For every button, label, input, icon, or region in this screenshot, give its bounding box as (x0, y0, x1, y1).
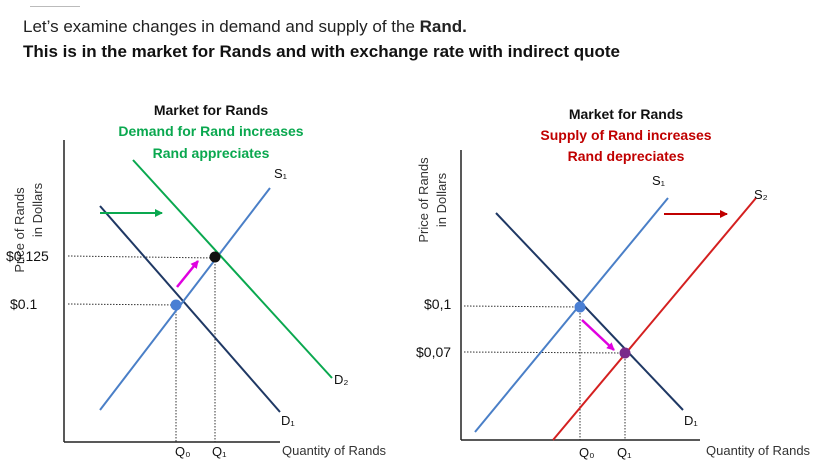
header-rule (30, 6, 80, 7)
intro-line-1-bold: Rand. (419, 17, 467, 36)
left-y-axis-label-2: in Dollars (30, 182, 45, 237)
left-price-low: $0.1 (10, 296, 37, 312)
right-guide-low (463, 351, 626, 354)
right-chart: Market for Rands Supply of Rand increase… (416, 106, 811, 460)
left-chart-subtitle-2: Rand appreciates (153, 145, 270, 161)
right-equilibrium-initial (574, 301, 586, 313)
left-price-high: $0,125 (6, 248, 49, 264)
right-price-high: $0,1 (424, 296, 451, 312)
left-supply-s1-line (99, 187, 271, 411)
right-x-axis-label: Quantity of Rands (706, 443, 811, 458)
left-guide-high (67, 255, 216, 259)
right-label-q1: Q₁ (617, 445, 632, 460)
right-label-q0: Q₀ (579, 445, 595, 460)
left-label-s1: S₁ (274, 166, 288, 181)
right-label-d1: D₁ (684, 413, 698, 428)
right-movement-arrow (581, 319, 615, 351)
left-demand-d1-line (99, 205, 281, 413)
left-demand-d2-line (132, 159, 333, 379)
right-y-axis-label-1: Price of Rands (416, 157, 431, 243)
left-equilibrium-new (209, 251, 221, 263)
right-label-s2: S₂ (754, 187, 768, 202)
intro-line-2: This is in the market for Rands and with… (23, 42, 620, 61)
right-guide-high (463, 305, 581, 308)
intro-line-1-plain: Let’s examine changes in demand and supp… (23, 17, 420, 36)
left-x-axis-label: Quantity of Rands (282, 443, 387, 458)
left-equilibrium-initial (170, 299, 182, 311)
right-chart-subtitle-2: Rand depreciates (568, 148, 685, 164)
left-chart: Market for Rands Demand for Rand increas… (6, 102, 387, 459)
right-y-axis-label-2: in Dollars (434, 172, 449, 227)
right-supply-s1-line (474, 197, 669, 433)
right-supply-s2-line (552, 197, 757, 441)
left-label-d2: D₂ (334, 372, 348, 387)
left-label-q1: Q₁ (212, 444, 227, 459)
left-label-q0: Q₀ (175, 444, 191, 459)
right-chart-title: Market for Rands (569, 106, 684, 122)
left-movement-arrow (176, 260, 199, 288)
right-equilibrium-new (619, 347, 631, 359)
right-price-low: $0,07 (416, 344, 451, 360)
right-label-s1: S₁ (652, 173, 666, 188)
intro-line-1: Let’s examine changes in demand and supp… (23, 17, 467, 37)
left-chart-subtitle-1: Demand for Rand increases (118, 123, 303, 139)
left-label-d1: D₁ (281, 413, 295, 428)
left-y-axis-label-1: Price of Rands (12, 187, 27, 273)
left-chart-title: Market for Rands (154, 102, 269, 118)
right-chart-subtitle-1: Supply of Rand increases (540, 127, 711, 143)
right-demand-d1-line (495, 212, 684, 411)
left-guide-low (67, 303, 177, 306)
